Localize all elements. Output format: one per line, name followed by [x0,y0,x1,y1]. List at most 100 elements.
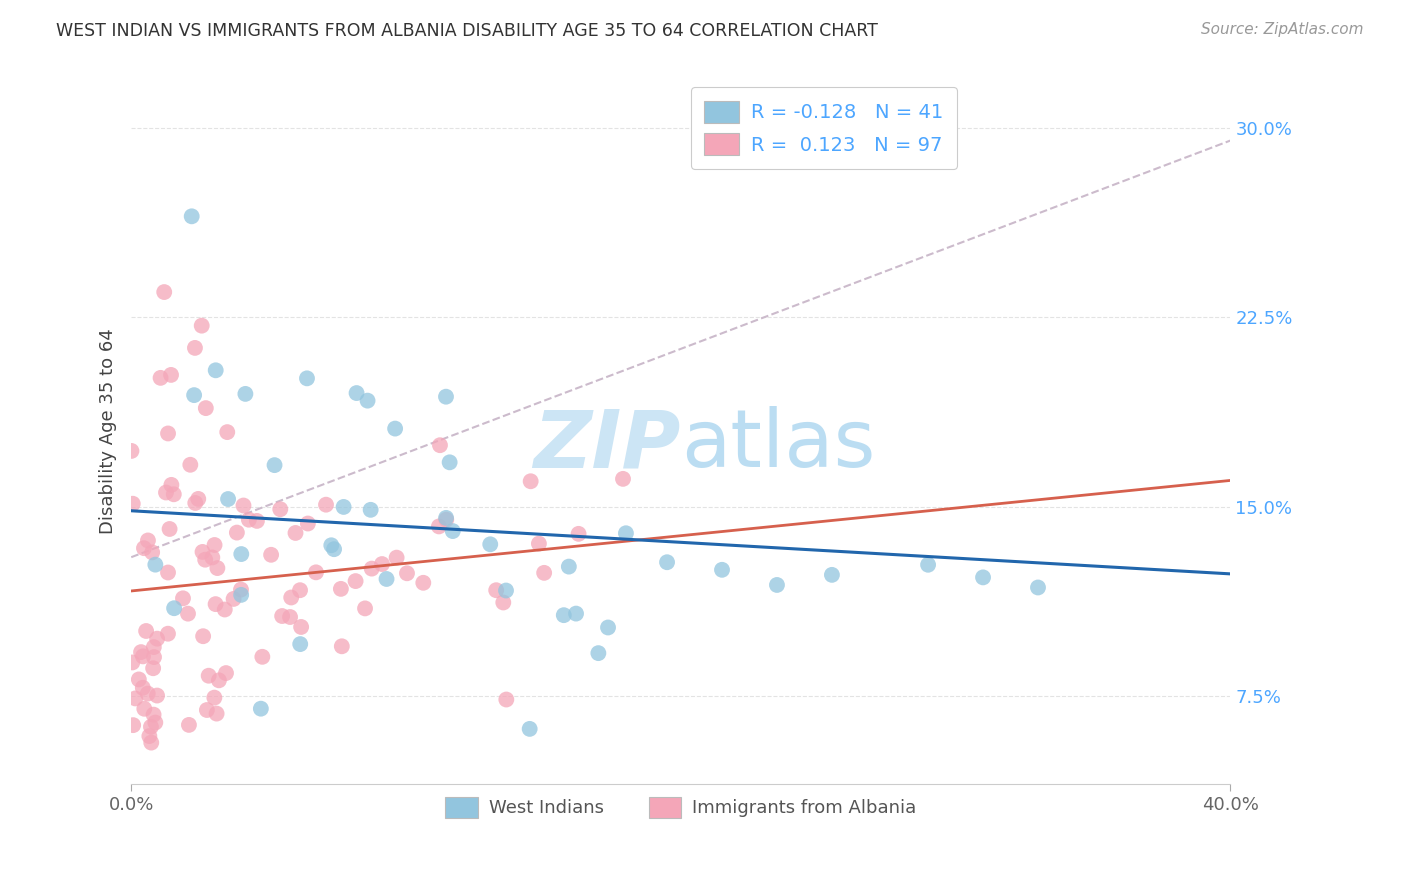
Point [217,425,239,439]
Point [231,588,253,602]
Point [205,706,228,721]
Point [160,478,183,492]
Point [395,566,418,581]
Point [284,525,307,540]
Point [132,541,155,556]
Point [217,491,239,506]
Point [204,363,226,377]
Point [146,632,169,646]
Point [519,475,541,489]
Point [180,210,202,224]
Point [191,629,214,643]
Point [177,607,200,621]
Point [305,566,328,580]
Point [204,538,226,552]
Point [194,401,217,416]
Point [278,610,301,624]
Point [225,525,247,540]
Point [439,455,461,469]
Point [558,559,581,574]
Point [360,561,382,575]
Point [495,692,517,706]
Point [766,578,789,592]
Point [533,566,555,580]
Text: atlas: atlas [681,406,875,484]
Point [190,318,212,333]
Point [120,444,142,458]
Point [271,609,294,624]
Point [231,547,253,561]
Point [332,500,354,514]
Point [143,650,166,665]
Legend: West Indians, Immigrants from Albania: West Indians, Immigrants from Albania [439,789,924,825]
Point [485,583,508,598]
Point [214,602,236,616]
Point [141,545,163,559]
Point [153,285,176,299]
Point [184,496,207,510]
Text: WEST INDIAN VS IMMIGRANTS FROM ALBANIA DISABILITY AGE 35 TO 64 CORRELATION CHART: WEST INDIAN VS IMMIGRANTS FROM ALBANIA D… [56,22,879,40]
Point [527,536,550,550]
Point [360,503,382,517]
Point [163,601,186,615]
Point [142,640,165,654]
Point [519,722,541,736]
Point [124,691,146,706]
Point [492,595,515,609]
Point [655,555,678,569]
Point [177,718,200,732]
Point [596,620,619,634]
Point [371,557,394,571]
Point [315,498,337,512]
Text: ZIP: ZIP [533,406,681,484]
Point [136,533,159,548]
Point [172,591,194,606]
Point [263,458,285,472]
Point [215,666,238,681]
Point [429,438,451,452]
Point [972,570,994,584]
Point [157,426,180,441]
Point [288,583,311,598]
Point [434,513,457,527]
Point [412,575,434,590]
Point [160,368,183,382]
Point [132,681,155,695]
Point [330,640,353,654]
Point [250,701,273,715]
Text: Source: ZipAtlas.com: Source: ZipAtlas.com [1201,22,1364,37]
Point [280,591,302,605]
Point [568,526,591,541]
Point [553,608,575,623]
Point [821,567,844,582]
Point [290,637,312,651]
Point [321,538,343,552]
Point [208,673,231,688]
Point [588,646,610,660]
Point [136,687,159,701]
Point [612,472,634,486]
Point [194,552,217,566]
Point [434,511,457,525]
Point [156,626,179,640]
Point [202,690,225,705]
Point [142,661,165,675]
Point [354,601,377,615]
Point [614,526,637,541]
Point [204,597,226,611]
Point [157,566,180,580]
Point [427,519,450,533]
Point [155,485,177,500]
Point [235,387,257,401]
Point [238,513,260,527]
Point [384,421,406,435]
Point [269,502,291,516]
Point [146,689,169,703]
Point [1026,581,1049,595]
Point [375,572,398,586]
Point [183,388,205,402]
Point [191,545,214,559]
Point [195,703,218,717]
Point [187,491,209,506]
Point [565,607,588,621]
